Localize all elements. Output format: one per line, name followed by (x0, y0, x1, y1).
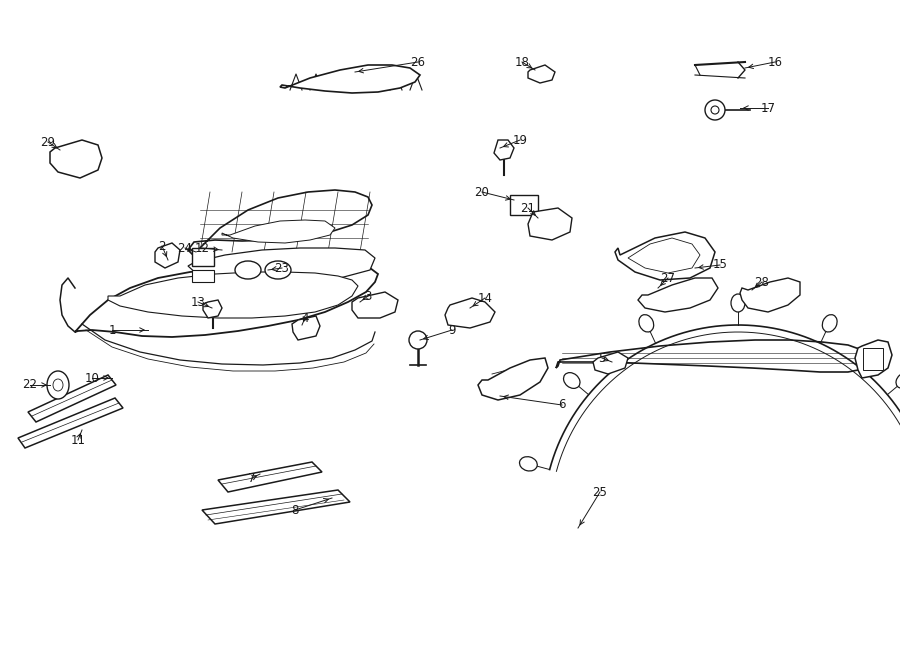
Polygon shape (528, 65, 555, 83)
Text: 27: 27 (661, 272, 676, 284)
Ellipse shape (265, 261, 291, 279)
Text: 20: 20 (474, 186, 490, 198)
Polygon shape (628, 238, 700, 273)
Text: 22: 22 (22, 379, 38, 391)
Ellipse shape (639, 315, 653, 332)
Ellipse shape (823, 315, 837, 332)
Text: 25: 25 (592, 485, 608, 498)
Circle shape (66, 154, 78, 166)
Polygon shape (203, 300, 222, 318)
Ellipse shape (896, 373, 900, 389)
Polygon shape (28, 375, 116, 422)
Circle shape (378, 301, 386, 309)
Text: 1: 1 (108, 323, 116, 336)
Polygon shape (155, 243, 180, 268)
Text: 5: 5 (598, 352, 606, 364)
Polygon shape (528, 208, 572, 240)
Polygon shape (202, 490, 350, 524)
Text: 19: 19 (512, 134, 527, 147)
Text: 28: 28 (754, 276, 770, 288)
Ellipse shape (519, 457, 537, 471)
Text: 4: 4 (302, 311, 309, 325)
Text: 14: 14 (478, 292, 492, 305)
Polygon shape (740, 278, 800, 312)
Polygon shape (18, 398, 123, 448)
Ellipse shape (47, 371, 69, 399)
Ellipse shape (563, 373, 580, 389)
Polygon shape (218, 462, 322, 492)
Circle shape (364, 301, 372, 309)
Circle shape (705, 100, 725, 120)
Polygon shape (108, 272, 358, 318)
Polygon shape (494, 140, 514, 160)
Polygon shape (855, 340, 892, 378)
Text: 17: 17 (760, 102, 776, 114)
Text: 6: 6 (558, 399, 566, 412)
Polygon shape (280, 65, 420, 93)
Polygon shape (75, 264, 378, 337)
Bar (510, 195, 538, 215)
Text: 29: 29 (40, 136, 56, 149)
Polygon shape (478, 358, 548, 400)
Text: 16: 16 (768, 56, 782, 69)
Ellipse shape (235, 261, 261, 279)
Text: 24: 24 (177, 241, 193, 254)
Polygon shape (222, 220, 335, 243)
Ellipse shape (731, 294, 745, 312)
Bar (863, 348, 883, 370)
Text: 23: 23 (274, 262, 290, 274)
Polygon shape (445, 298, 495, 328)
Bar (192, 270, 214, 282)
Circle shape (409, 331, 427, 349)
Text: 18: 18 (515, 56, 529, 69)
Text: 26: 26 (410, 56, 426, 69)
Text: 2: 2 (158, 239, 166, 253)
Polygon shape (292, 316, 320, 340)
Bar (192, 248, 214, 266)
Text: 12: 12 (194, 241, 210, 254)
Text: 10: 10 (85, 371, 99, 385)
Polygon shape (638, 278, 718, 312)
Polygon shape (50, 140, 102, 178)
Polygon shape (188, 248, 375, 283)
Text: 8: 8 (292, 504, 299, 516)
Polygon shape (188, 190, 372, 254)
Text: 15: 15 (713, 258, 727, 272)
Polygon shape (352, 292, 398, 318)
Text: 7: 7 (248, 471, 256, 485)
Polygon shape (593, 352, 628, 374)
Polygon shape (556, 340, 870, 372)
Text: 13: 13 (191, 295, 205, 309)
Polygon shape (615, 232, 715, 280)
Text: 21: 21 (520, 202, 536, 215)
Bar (456, 308, 474, 316)
Text: 11: 11 (70, 434, 86, 446)
Text: 3: 3 (364, 290, 372, 303)
Ellipse shape (53, 379, 63, 391)
Text: 9: 9 (448, 323, 455, 336)
Circle shape (711, 106, 719, 114)
Bar (462, 318, 474, 323)
